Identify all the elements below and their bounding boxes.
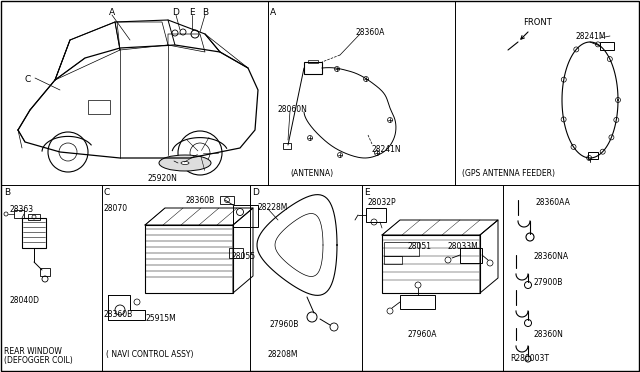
Bar [308, 60, 318, 63]
Text: 28360NA: 28360NA [533, 252, 568, 261]
Bar [600, 42, 614, 50]
Text: 25920N: 25920N [147, 174, 177, 183]
Bar [366, 208, 386, 222]
Text: A: A [109, 8, 115, 17]
Text: 28360B: 28360B [104, 310, 133, 319]
Circle shape [561, 77, 566, 82]
Bar [588, 152, 598, 159]
Text: 28070: 28070 [104, 204, 128, 213]
Circle shape [337, 153, 342, 157]
Circle shape [595, 42, 600, 47]
Text: 27960A: 27960A [408, 330, 438, 339]
Circle shape [587, 155, 592, 160]
Text: 28241M: 28241M [575, 32, 605, 41]
Bar [304, 62, 322, 74]
Text: 28055: 28055 [232, 252, 256, 261]
Circle shape [609, 135, 614, 140]
Text: 28032P: 28032P [368, 198, 397, 207]
Text: FRONT: FRONT [523, 18, 552, 27]
Bar [384, 242, 419, 256]
Text: 28060N: 28060N [278, 105, 308, 114]
Bar [220, 196, 234, 204]
Circle shape [614, 118, 619, 122]
Bar [22, 218, 46, 248]
Bar [384, 256, 402, 264]
Text: C: C [104, 188, 110, 197]
Text: 28360A: 28360A [355, 28, 385, 37]
Bar [382, 235, 480, 293]
Bar [28, 214, 40, 220]
Text: D: D [173, 8, 179, 17]
Ellipse shape [159, 155, 211, 171]
Circle shape [364, 77, 369, 81]
Text: R280003T: R280003T [510, 354, 549, 363]
Circle shape [607, 57, 612, 62]
Text: 28228M: 28228M [258, 203, 289, 212]
Text: 28360N: 28360N [533, 330, 563, 339]
Text: 27900B: 27900B [533, 278, 563, 287]
Text: 27960B: 27960B [270, 320, 300, 329]
Text: C: C [25, 75, 31, 84]
Circle shape [335, 67, 339, 71]
Text: E: E [189, 8, 195, 17]
Text: B: B [202, 8, 208, 17]
Text: 28360AA: 28360AA [535, 198, 570, 207]
Circle shape [387, 118, 392, 122]
Bar [233, 205, 258, 227]
Bar [145, 225, 233, 293]
Circle shape [307, 135, 312, 141]
Text: E: E [364, 188, 370, 197]
Bar [40, 268, 50, 276]
Text: B: B [4, 188, 10, 197]
Circle shape [561, 117, 566, 122]
Text: 28051: 28051 [408, 242, 432, 251]
Bar [460, 248, 482, 263]
Text: 28033M: 28033M [448, 242, 479, 251]
Circle shape [574, 47, 579, 52]
Text: REAR WINDOW: REAR WINDOW [4, 347, 62, 356]
Text: 25915M: 25915M [145, 314, 176, 323]
Bar [400, 295, 435, 309]
Ellipse shape [181, 161, 189, 164]
Circle shape [616, 97, 621, 103]
Bar [14, 210, 24, 218]
Circle shape [571, 144, 576, 150]
Text: 28360B: 28360B [185, 196, 214, 205]
Text: A: A [270, 8, 276, 17]
Bar [229, 248, 243, 258]
Circle shape [600, 149, 605, 154]
Text: (DEFOGGER COIL): (DEFOGGER COIL) [4, 356, 73, 365]
Bar [88, 100, 110, 114]
Text: (GPS ANTENNA FEEDER): (GPS ANTENNA FEEDER) [462, 169, 555, 178]
Text: D: D [252, 188, 259, 197]
Text: (ANTENNA): (ANTENNA) [290, 169, 333, 178]
Circle shape [374, 151, 380, 155]
Text: 28040D: 28040D [10, 296, 40, 305]
Text: 28208M: 28208M [267, 350, 298, 359]
Text: ( NAVI CONTROL ASSY): ( NAVI CONTROL ASSY) [106, 350, 193, 359]
Bar [283, 143, 291, 149]
Text: 28363: 28363 [10, 205, 34, 214]
Text: 28241N: 28241N [372, 145, 402, 154]
